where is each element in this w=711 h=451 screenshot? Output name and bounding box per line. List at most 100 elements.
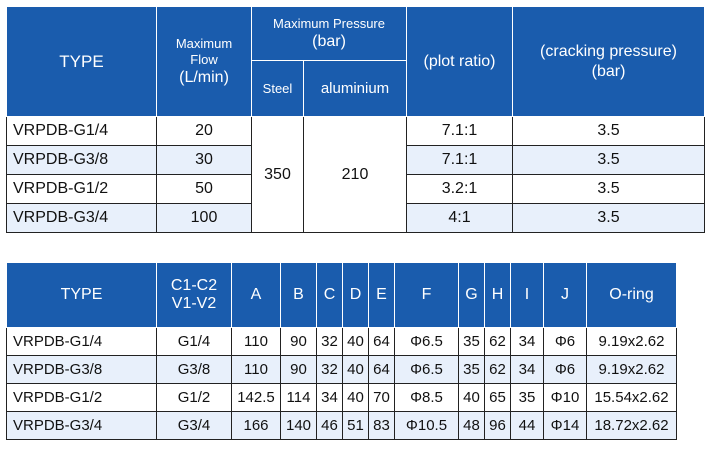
dimensions-table: TYPE C1-C2 V1-V2 A B C D E F G H I J O-r… [6, 262, 677, 440]
dim-a-cell: 166 [231, 411, 281, 440]
dim-b-cell: 90 [280, 355, 317, 384]
dim-f-cell: Φ8.5 [394, 383, 459, 412]
aluminium-header: aluminium [303, 60, 407, 117]
cracking-cell: 3.5 [512, 116, 705, 146]
dim-f-cell: Φ6.5 [394, 327, 459, 356]
dim-h-cell: 96 [484, 411, 511, 440]
dim-j-cell: Φ10 [543, 383, 587, 412]
dim-f-header: F [394, 262, 459, 328]
dim-j-header: J [543, 262, 587, 328]
dim-h-cell: 65 [484, 383, 511, 412]
cracking-header-line1: (cracking pressure) [540, 42, 677, 60]
dim-i-header: I [510, 262, 544, 328]
dim-h-header: H [484, 262, 511, 328]
max-pressure-header-line1: Maximum Pressure [273, 15, 385, 31]
c1c2-v1v2-header: C1-C2 V1-V2 [156, 262, 232, 328]
dim-e-cell: 70 [368, 383, 395, 412]
max-flow-header: Maximum Flow (L/min) [156, 6, 252, 117]
dim-a-header: A [231, 262, 281, 328]
o-ring-cell: 9.19x2.62 [586, 355, 677, 384]
port-cell: G3/8 [156, 355, 232, 384]
dim-e-header: E [368, 262, 395, 328]
type-cell: VRPDB-G1/4 [6, 116, 157, 146]
dim-f-cell: Φ10.5 [394, 411, 459, 440]
dim-c-cell: 34 [316, 383, 343, 412]
c1c2-header-line1: C1-C2 [170, 277, 218, 294]
dim-g-cell: 35 [458, 327, 485, 356]
cracking-cell: 3.5 [512, 145, 705, 175]
dim-d-cell: 40 [342, 383, 369, 412]
dim-g-cell: 48 [458, 411, 485, 440]
dim-d-cell: 40 [342, 327, 369, 356]
dim-h-cell: 62 [484, 355, 511, 384]
ratio-cell: 4:1 [406, 203, 513, 233]
dim-j-cell: Φ6 [543, 355, 587, 384]
dim-j-cell: Φ6 [543, 327, 587, 356]
dim-d-cell: 40 [342, 355, 369, 384]
flow-pressure-table: TYPE Maximum Flow (L/min) Maximum Pressu… [6, 6, 705, 233]
port-cell: G1/4 [156, 327, 232, 356]
cracking-pressure-header: (cracking pressure) (bar) [512, 6, 705, 117]
dim-c-header: C [316, 262, 343, 328]
max-flow-header-line1: Maximum [175, 35, 233, 51]
dim-d-header: D [342, 262, 369, 328]
type-cell: VRPDB-G1/4 [6, 327, 157, 356]
cracking-cell: 3.5 [512, 203, 705, 233]
type-cell: VRPDB-G3/4 [6, 411, 157, 440]
flow-cell: 100 [156, 203, 252, 233]
dim-c-cell: 46 [316, 411, 343, 440]
ratio-cell: 7.1:1 [406, 145, 513, 175]
port-cell: G1/2 [156, 383, 232, 412]
dim-b-cell: 140 [280, 411, 317, 440]
o-ring-cell: 15.54x2.62 [586, 383, 677, 412]
steel-header: Steel [251, 60, 304, 117]
dim-c-cell: 32 [316, 355, 343, 384]
plot-ratio-header: (plot ratio) [406, 6, 513, 117]
dim-h-cell: 62 [484, 327, 511, 356]
type-cell: VRPDB-G1/2 [6, 174, 157, 204]
max-pressure-header: Maximum Pressure (bar) [251, 6, 407, 61]
cracking-cell: 3.5 [512, 174, 705, 204]
dim-e-cell: 64 [368, 327, 395, 356]
max-flow-header-line3: (L/min) [179, 68, 229, 86]
dim-a-cell: 142.5 [231, 383, 281, 412]
type-header: TYPE [6, 262, 157, 328]
type-cell: VRPDB-G3/4 [6, 203, 157, 233]
dim-e-cell: 83 [368, 411, 395, 440]
port-cell: G3/4 [156, 411, 232, 440]
o-ring-cell: 18.72x2.62 [586, 411, 677, 440]
dim-c-cell: 32 [316, 327, 343, 356]
dim-a-cell: 110 [231, 327, 281, 356]
dim-f-cell: Φ6.5 [394, 355, 459, 384]
dim-g-cell: 35 [458, 355, 485, 384]
max-pressure-header-line2: (bar) [312, 32, 346, 50]
dim-g-header: G [458, 262, 485, 328]
aluminium-pressure-cell: 210 [303, 116, 407, 233]
max-flow-header-line2: Flow [190, 51, 218, 67]
o-ring-cell: 9.19x2.62 [586, 327, 677, 356]
flow-cell: 50 [156, 174, 252, 204]
dim-j-cell: Φ14 [543, 411, 587, 440]
dim-a-cell: 110 [231, 355, 281, 384]
flow-cell: 30 [156, 145, 252, 175]
o-ring-header: O-ring [586, 262, 677, 328]
dim-b-cell: 90 [280, 327, 317, 356]
dim-e-cell: 64 [368, 355, 395, 384]
steel-pressure-cell: 350 [251, 116, 304, 233]
ratio-cell: 3.2:1 [406, 174, 513, 204]
dim-i-cell: 35 [510, 383, 544, 412]
dim-i-cell: 34 [510, 327, 544, 356]
dim-b-cell: 114 [280, 383, 317, 412]
ratio-cell: 7.1:1 [406, 116, 513, 146]
dim-d-cell: 51 [342, 411, 369, 440]
v1v2-header-line2: V1-V2 [171, 295, 217, 312]
type-header: TYPE [6, 6, 157, 117]
cracking-header-line2: (bar) [591, 62, 626, 80]
dim-i-cell: 44 [510, 411, 544, 440]
type-cell: VRPDB-G1/2 [6, 383, 157, 412]
flow-cell: 20 [156, 116, 252, 146]
dim-g-cell: 40 [458, 383, 485, 412]
type-cell: VRPDB-G3/8 [6, 355, 157, 384]
type-cell: VRPDB-G3/8 [6, 145, 157, 175]
dim-b-header: B [280, 262, 317, 328]
